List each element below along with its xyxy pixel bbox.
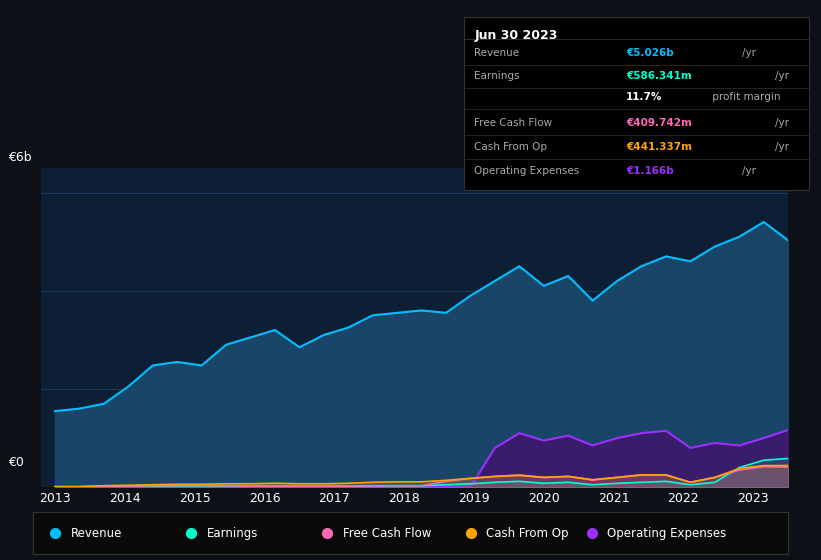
Text: Earnings: Earnings: [207, 527, 258, 540]
Text: /yr: /yr: [775, 118, 789, 128]
Text: €409.742m: €409.742m: [626, 118, 692, 128]
Text: /yr: /yr: [775, 71, 789, 81]
Text: /yr: /yr: [775, 142, 789, 152]
Text: Earnings: Earnings: [475, 71, 520, 81]
Text: €586.341m: €586.341m: [626, 71, 691, 81]
Text: Operating Expenses: Operating Expenses: [607, 527, 726, 540]
Text: 11.7%: 11.7%: [626, 92, 663, 102]
Text: €441.337m: €441.337m: [626, 142, 692, 152]
Text: Jun 30 2023: Jun 30 2023: [475, 29, 557, 42]
Text: /yr: /yr: [742, 48, 756, 58]
Text: €5.026b: €5.026b: [626, 48, 674, 58]
Text: Revenue: Revenue: [475, 48, 520, 58]
Text: €6b: €6b: [8, 151, 32, 164]
Text: Revenue: Revenue: [71, 527, 122, 540]
Text: €1.166b: €1.166b: [626, 166, 674, 176]
Text: €0: €0: [8, 455, 24, 469]
Text: Operating Expenses: Operating Expenses: [475, 166, 580, 176]
Text: Free Cash Flow: Free Cash Flow: [342, 527, 431, 540]
Text: Cash From Op: Cash From Op: [486, 527, 568, 540]
Text: Free Cash Flow: Free Cash Flow: [475, 118, 553, 128]
Text: profit margin: profit margin: [709, 92, 780, 102]
Text: Cash From Op: Cash From Op: [475, 142, 548, 152]
Text: /yr: /yr: [742, 166, 756, 176]
